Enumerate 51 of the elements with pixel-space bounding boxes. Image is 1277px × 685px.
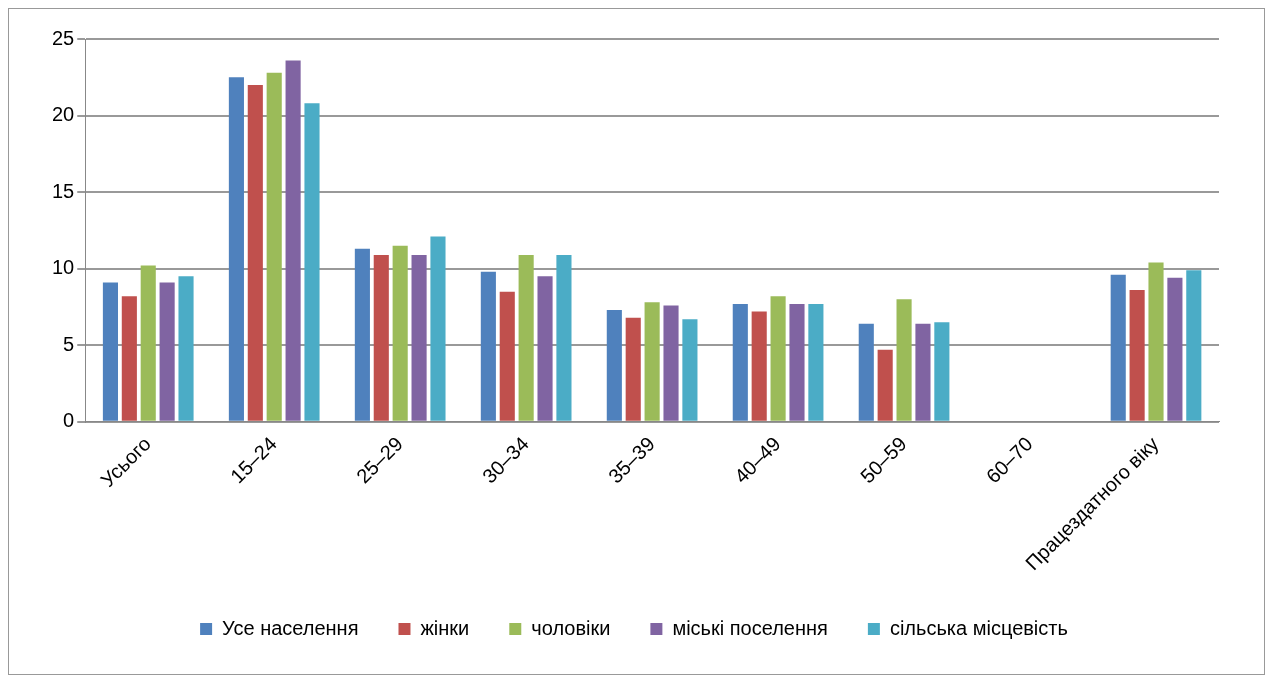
bar: [140, 265, 156, 421]
bar: [266, 72, 282, 421]
bar: [392, 245, 408, 421]
bar: [858, 323, 874, 421]
bar: [877, 349, 893, 421]
y-tick-label: 25: [52, 26, 75, 49]
y-tick-label: 15: [52, 179, 75, 202]
legend-label: сільська місцевість: [889, 616, 1068, 639]
bar: [625, 317, 641, 421]
bar: [808, 303, 824, 421]
legend-label: чоловіки: [531, 616, 611, 639]
bar: [537, 276, 553, 421]
bar: [102, 282, 118, 421]
bar: [285, 60, 301, 421]
bar: [373, 254, 389, 421]
y-tick-label: 0: [63, 409, 75, 432]
bar: [121, 296, 137, 421]
bar: [556, 254, 572, 421]
bar: [1167, 277, 1183, 421]
bar: [480, 271, 496, 421]
bar: [247, 84, 263, 421]
bar: [606, 310, 622, 421]
bar: [430, 236, 446, 421]
bar: [789, 303, 805, 421]
bar: [934, 322, 950, 421]
bar: [1129, 290, 1145, 421]
bar: [663, 305, 679, 421]
bar: [411, 254, 427, 421]
legend-label: міські поселення: [672, 616, 828, 639]
bar: [1186, 270, 1202, 421]
bar: [770, 296, 786, 421]
bar: [354, 248, 370, 421]
y-tick-label: 20: [52, 103, 75, 126]
bar: [499, 291, 515, 421]
bar: [644, 302, 660, 421]
bar: [178, 276, 194, 421]
bar: [732, 303, 748, 421]
bar: [304, 103, 320, 421]
bar: [751, 311, 767, 421]
bar: [1110, 274, 1126, 421]
y-tick-label: 10: [52, 256, 75, 279]
y-tick-label: 5: [63, 332, 75, 355]
legend-label: жінки: [420, 616, 470, 639]
bar: [518, 254, 534, 421]
bar: [1148, 262, 1164, 421]
bar: [159, 282, 175, 421]
bar: [896, 299, 912, 421]
bar: [682, 319, 698, 421]
legend-label: Усе населення: [222, 616, 359, 639]
bar: [228, 77, 244, 421]
bar: [915, 323, 931, 421]
